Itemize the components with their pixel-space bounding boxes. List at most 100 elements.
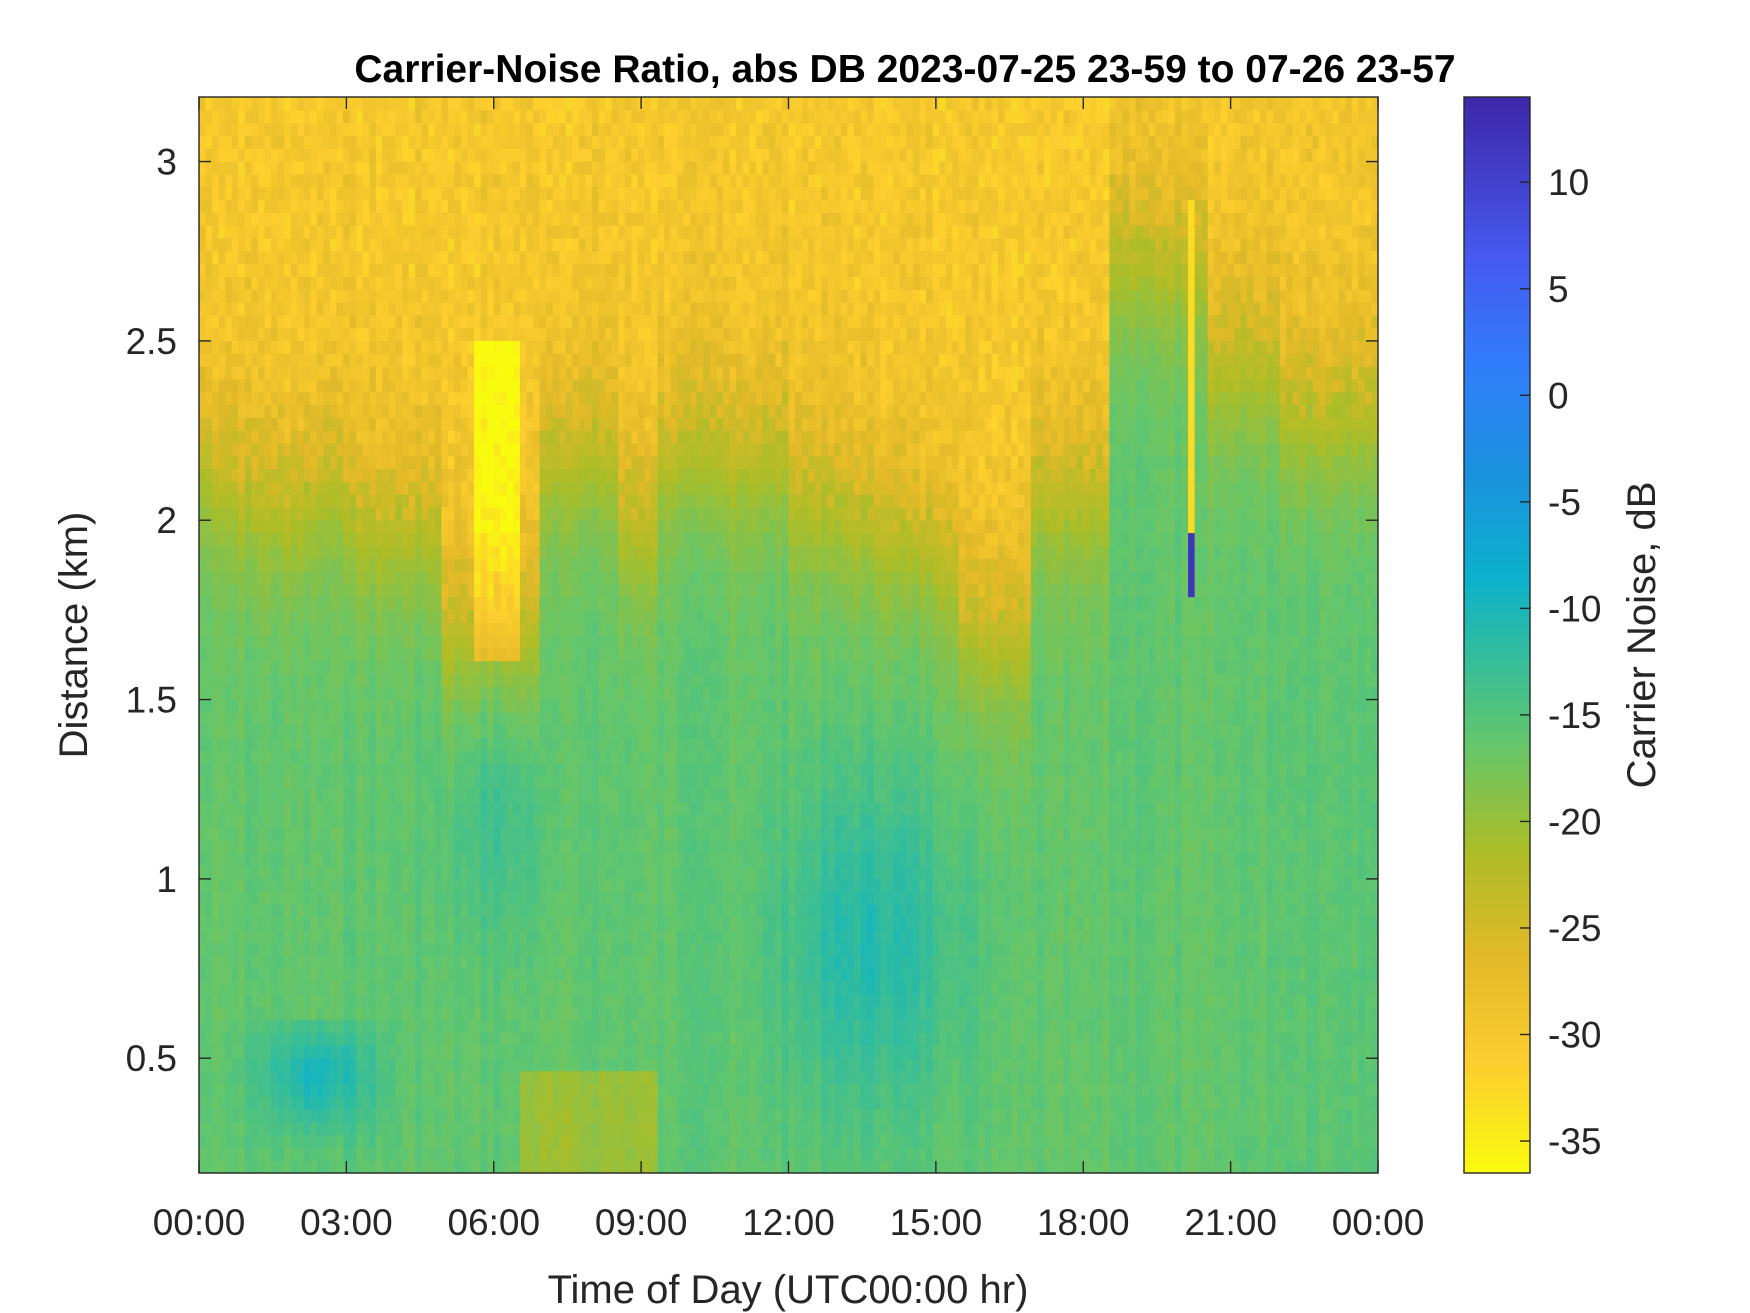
heatmap-cell (336, 97, 344, 111)
heatmap-cell (428, 622, 436, 636)
heatmap-cell (205, 1032, 213, 1046)
heatmap-cell (303, 109, 311, 124)
heatmap-cell (369, 366, 377, 380)
heatmap-cell (375, 417, 383, 431)
heatmap-cell (519, 417, 528, 431)
heatmap-cell (297, 596, 305, 610)
heatmap-cell (199, 1096, 207, 1110)
heatmap-cell (408, 942, 416, 956)
heatmap-cell (572, 1083, 580, 1097)
heatmap-cell (336, 148, 344, 162)
heatmap-cell (251, 404, 259, 418)
heatmap-cell (225, 1134, 233, 1148)
heatmap-cell (480, 968, 488, 982)
heatmap-cell (474, 391, 482, 406)
heatmap-cell (323, 391, 331, 406)
heatmap-cell (454, 481, 462, 495)
heatmap-cell (533, 1147, 541, 1161)
heatmap-cell (526, 161, 534, 175)
heatmap-cell (271, 775, 279, 790)
heatmap-cell (290, 1083, 298, 1097)
heatmap-cell (559, 1147, 567, 1161)
heatmap-cell (244, 1044, 252, 1059)
heatmap-cell (428, 366, 436, 380)
heatmap-cell (251, 916, 259, 931)
heatmap-cell (290, 788, 298, 803)
heatmap-cell (526, 1160, 534, 1174)
heatmap-cell (388, 801, 397, 815)
heatmap-cell (284, 276, 292, 290)
heatmap-cell (474, 468, 482, 482)
heatmap-cell (225, 135, 233, 149)
heatmap-cell (362, 199, 370, 213)
heatmap-cell (506, 852, 514, 867)
heatmap-cell (415, 1083, 423, 1097)
heatmap-cell (264, 97, 272, 111)
heatmap-cell (539, 814, 547, 828)
heatmap-cell (454, 391, 462, 406)
heatmap-cell (218, 301, 226, 316)
heatmap-cell (493, 481, 501, 495)
heatmap-cell (493, 237, 501, 252)
heatmap-cell (277, 327, 285, 341)
heatmap-cell (434, 1019, 442, 1033)
heatmap-cell (421, 558, 429, 572)
heatmap-cell (526, 404, 534, 418)
heatmap-cell (343, 1070, 351, 1084)
heatmap-cell (487, 1070, 495, 1084)
heatmap-cell (428, 1160, 436, 1174)
heatmap-cell (559, 686, 567, 700)
heatmap-cell (539, 237, 547, 252)
heatmap-cell (323, 1070, 331, 1084)
heatmap-cell (323, 301, 331, 316)
heatmap-cell (441, 212, 449, 226)
heatmap-cell (244, 801, 252, 815)
heatmap-cell (271, 904, 279, 918)
heatmap-cell (330, 647, 338, 662)
heatmap-cell (428, 724, 436, 739)
heatmap-cell (290, 135, 298, 149)
heatmap-cell (408, 814, 416, 828)
heatmap-cell (316, 97, 325, 111)
heatmap-cell (343, 775, 351, 790)
heatmap-cell (382, 1070, 390, 1084)
heatmap-cell (572, 788, 580, 803)
heatmap-cell (500, 711, 508, 726)
heatmap-cell (205, 699, 213, 713)
heatmap-cell (369, 109, 377, 124)
heatmap-cell (382, 289, 390, 303)
heatmap-cell (578, 852, 587, 867)
heatmap-cell (231, 827, 239, 841)
heatmap-cell (434, 942, 442, 956)
heatmap-cell (212, 327, 220, 341)
heatmap-cell (565, 775, 573, 790)
heatmap-cell (257, 929, 266, 944)
heatmap-cell (310, 199, 318, 213)
heatmap-cell (310, 1032, 318, 1046)
heatmap-cell (526, 955, 534, 969)
heatmap-cell (552, 237, 560, 252)
heatmap-cell (506, 289, 514, 303)
heatmap-cell (408, 237, 416, 252)
heatmap-cell (316, 519, 325, 534)
heatmap-cell (225, 148, 233, 162)
heatmap-cell (546, 1032, 554, 1046)
heatmap-cell (316, 827, 325, 841)
heatmap-cell (434, 1121, 442, 1136)
heatmap-cell (519, 506, 528, 521)
heatmap-cell (388, 455, 397, 470)
heatmap-cell (225, 173, 233, 188)
heatmap-cell (434, 622, 442, 636)
heatmap-cell (264, 763, 272, 777)
heatmap-cell (565, 1019, 573, 1033)
heatmap-cell (244, 186, 252, 201)
heatmap-cell (500, 97, 508, 111)
heatmap-cell (480, 955, 488, 969)
heatmap-cell (382, 1006, 390, 1020)
heatmap-cell (421, 686, 429, 700)
heatmap-cell (506, 660, 514, 675)
heatmap-cell (199, 737, 207, 751)
heatmap-cell (349, 173, 357, 188)
heatmap-cell (533, 686, 541, 700)
heatmap-cell (225, 340, 233, 354)
